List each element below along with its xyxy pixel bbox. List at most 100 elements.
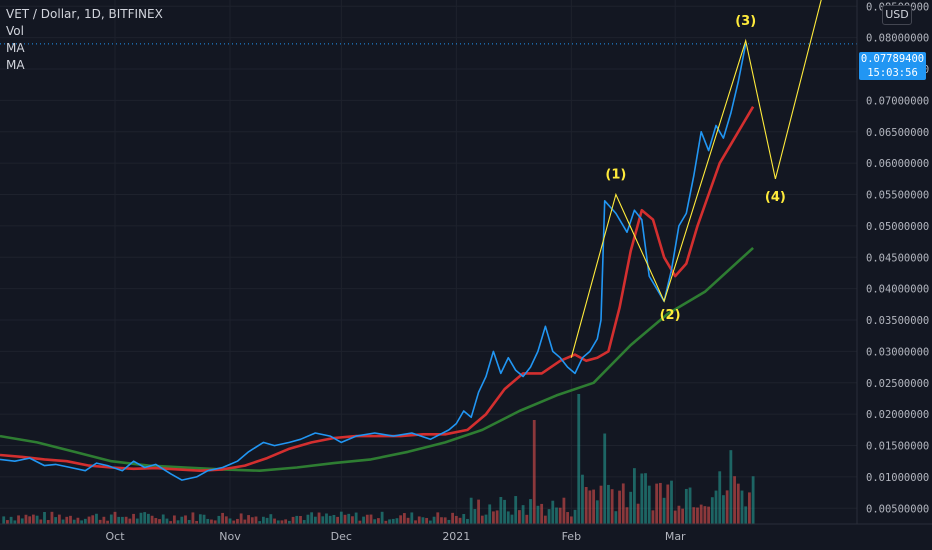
volume-bar bbox=[410, 512, 414, 524]
volume-bar bbox=[332, 514, 336, 524]
volume-bar bbox=[354, 512, 358, 524]
volume-bar bbox=[154, 518, 158, 524]
price-tick-label: 0.03500000 bbox=[866, 315, 929, 327]
volume-bar bbox=[588, 490, 592, 524]
volume-bar bbox=[462, 514, 466, 524]
volume-bar bbox=[299, 516, 302, 524]
volume-bar bbox=[254, 516, 258, 524]
legend-ma-1[interactable]: MA bbox=[6, 41, 25, 55]
currency-button[interactable]: USD bbox=[882, 5, 912, 25]
volume-bar bbox=[57, 514, 61, 524]
chart-legend: VET / Dollar, 1D, BITFINEX Vol MA MA bbox=[6, 6, 163, 74]
volume-bar bbox=[725, 490, 729, 524]
wave-line bbox=[570, 0, 822, 358]
volume-bar bbox=[688, 487, 692, 524]
legend-vol[interactable]: Vol bbox=[6, 24, 24, 38]
volume-bar bbox=[395, 518, 399, 524]
volume-bar bbox=[729, 450, 733, 524]
legend-symbol[interactable]: VET / Dollar, 1D, BITFINEX bbox=[6, 7, 163, 21]
volume-bar bbox=[469, 497, 473, 524]
volume-bar bbox=[46, 520, 50, 524]
volume-bar bbox=[451, 512, 455, 524]
volume-bar bbox=[243, 519, 247, 524]
volume-bar bbox=[536, 505, 540, 524]
volume-bar bbox=[80, 520, 84, 524]
volume-bar bbox=[202, 514, 206, 524]
legend-ma-2[interactable]: MA bbox=[6, 58, 25, 72]
volume-bar bbox=[447, 519, 451, 524]
volume-bar bbox=[607, 484, 610, 524]
volume-bar bbox=[365, 514, 369, 524]
wave-label: (1) bbox=[605, 168, 626, 183]
volume-bar bbox=[169, 521, 173, 524]
volume-bar bbox=[317, 512, 321, 524]
volume-bar bbox=[265, 517, 269, 524]
volume-bar bbox=[35, 515, 39, 524]
volume-bar bbox=[276, 520, 280, 524]
volume-bar bbox=[17, 515, 20, 524]
volume-bar bbox=[681, 508, 685, 524]
last-price-countdown: 15:03:56 bbox=[867, 67, 918, 79]
volume-bar bbox=[391, 518, 395, 524]
volume-bar bbox=[269, 514, 273, 524]
price-tick-label: 0.01000000 bbox=[866, 472, 929, 484]
volume-bar bbox=[562, 497, 566, 524]
volume-bar bbox=[161, 514, 165, 524]
volume-bar bbox=[343, 514, 347, 524]
volume-bar bbox=[621, 483, 625, 524]
volume-bar bbox=[610, 489, 614, 524]
volume-bar bbox=[577, 394, 581, 524]
volume-bar bbox=[551, 500, 555, 524]
volume-bar bbox=[740, 490, 744, 524]
volume-bar bbox=[95, 513, 98, 524]
volume-bar bbox=[258, 521, 262, 524]
volume-bar bbox=[647, 485, 651, 524]
volume-bar bbox=[87, 516, 91, 524]
volume-bar bbox=[28, 516, 32, 524]
volume-bar bbox=[521, 505, 525, 524]
volume-bar bbox=[677, 505, 681, 524]
volume-bar bbox=[699, 504, 703, 524]
volume-bar bbox=[273, 518, 276, 524]
time-tick-label: Dec bbox=[331, 530, 352, 543]
volume-bar bbox=[13, 520, 17, 524]
volume-bar bbox=[569, 516, 573, 524]
close-line bbox=[0, 43, 747, 481]
volume-bar bbox=[629, 491, 633, 524]
volume-bar bbox=[517, 510, 521, 524]
volume-bar bbox=[573, 509, 577, 524]
price-tick-label: 0.04000000 bbox=[866, 284, 929, 296]
price-tick-label: 0.01500000 bbox=[866, 441, 929, 453]
volume-bar bbox=[466, 518, 469, 524]
volume-bar bbox=[618, 490, 621, 524]
volume-bar bbox=[692, 507, 696, 524]
volume-bar bbox=[250, 517, 254, 524]
volume-bar bbox=[417, 516, 421, 524]
volume-bar bbox=[328, 515, 332, 524]
volume-bar bbox=[236, 518, 239, 524]
volume-bar bbox=[414, 520, 417, 524]
volume-bar bbox=[358, 520, 362, 524]
volume-bar bbox=[232, 520, 236, 524]
volume-bar bbox=[454, 515, 458, 524]
time-axis[interactable]: Oct Nov Dec 2021 Feb Mar bbox=[105, 530, 686, 543]
volume-bar bbox=[718, 471, 722, 524]
price-tick-label: 0.04500000 bbox=[866, 252, 929, 264]
volume-bar bbox=[384, 520, 388, 524]
volume-bar bbox=[65, 516, 69, 524]
volume-bar bbox=[473, 509, 477, 524]
volume-bar bbox=[492, 511, 495, 524]
volume-bar bbox=[388, 519, 391, 524]
wave-label: (4) bbox=[765, 190, 786, 205]
volume-bar bbox=[295, 515, 299, 524]
volume-bar bbox=[373, 519, 377, 524]
volume-bar bbox=[6, 520, 9, 524]
volume-bar bbox=[547, 509, 551, 524]
volume-bar bbox=[262, 516, 265, 524]
volume-bar bbox=[106, 520, 109, 524]
volume-bar bbox=[592, 489, 595, 524]
volume-bar bbox=[228, 518, 232, 524]
volume-bar bbox=[187, 519, 191, 524]
volume-bar bbox=[380, 511, 384, 524]
